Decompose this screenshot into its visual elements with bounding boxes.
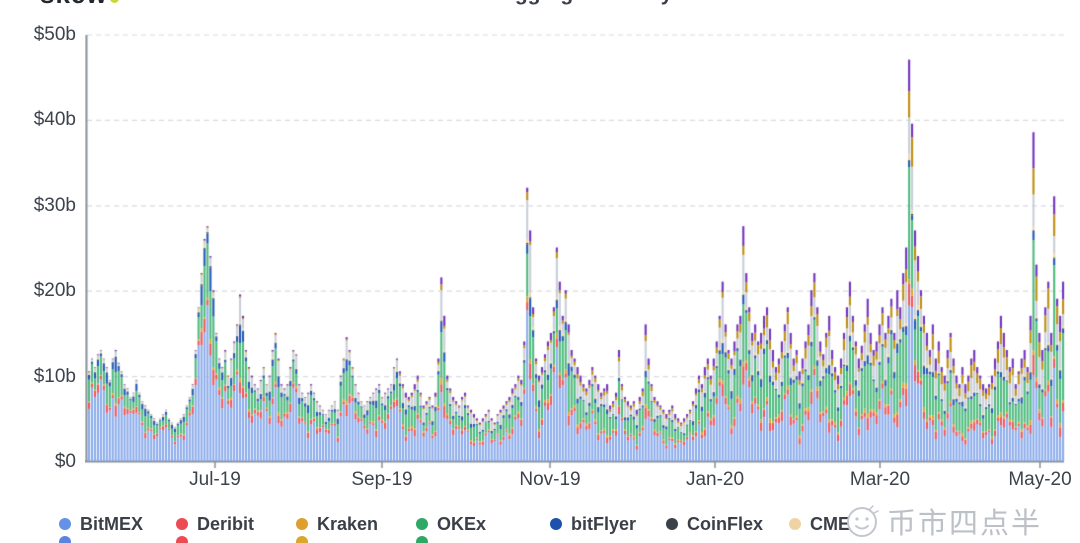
legend-item-kraken[interactable]: Kraken <box>296 512 378 536</box>
legend-label: BitMEX <box>80 513 143 534</box>
bitflyer-dot-icon <box>550 518 562 530</box>
bitmex-dot-icon <box>59 518 71 530</box>
skew-logo-text: skew <box>40 0 180 7</box>
legend-row2-dot-icon[interactable] <box>176 536 188 543</box>
legend-label: CME <box>810 513 850 534</box>
logo-dot-icon <box>109 0 119 3</box>
legend-item-coinflex[interactable]: CoinFlex <box>666 512 763 536</box>
legend-label: OKEx <box>437 513 487 534</box>
legend-row2-dot-icon[interactable] <box>416 536 428 543</box>
watermark-text: 币市四点半 <box>887 506 1043 540</box>
skew-logo: skew <box>40 0 180 7</box>
x-axis-label-mar20: Mar-20 <box>849 469 911 490</box>
legend-item-okex[interactable]: OKEx <box>416 512 486 536</box>
coinflex-dot-icon <box>666 518 678 530</box>
chart-title: BTC Futures - Aggregated Daily Volumes <box>300 0 820 6</box>
x-axis-label-jan20: Jan-20 <box>685 469 745 490</box>
x-axis-label-sep19: Sep-19 <box>351 469 413 490</box>
legend-label: Deribit <box>197 513 255 534</box>
legend-label: bitFlyer <box>571 513 637 534</box>
legend-item-deribit[interactable]: Deribit <box>176 512 254 536</box>
legend-item-bitflyer[interactable]: bitFlyer <box>550 512 636 536</box>
y-axis-label-40b: $40b <box>33 109 76 130</box>
legend-item-cme[interactable]: CME <box>789 512 850 536</box>
x-axis-label-nov19: Nov-19 <box>519 469 581 490</box>
x-axis-label-may20: May-20 <box>1008 469 1072 490</box>
okex-dot-icon <box>416 518 428 530</box>
y-axis-label-10b: $10b <box>33 366 76 387</box>
bars-canvas <box>85 25 1070 473</box>
watermark: 币市四点半 <box>843 500 1042 542</box>
y-axis-label-0: $0 <box>54 451 76 472</box>
chart-title-clipped: BTC Futures - Aggregated Daily Volumes <box>300 0 820 6</box>
legend-row2-dot-icon[interactable] <box>296 536 308 543</box>
legend-item-bitmex[interactable]: BitMEX <box>59 512 143 536</box>
y-axis-label-30b: $30b <box>33 195 76 216</box>
legend-row2-dot-icon[interactable] <box>59 536 71 543</box>
deribit-dot-icon <box>176 518 188 530</box>
legend-label: Kraken <box>317 513 379 534</box>
cme-dot-icon <box>789 518 801 530</box>
moon-face-icon <box>847 505 879 537</box>
legend-label: CoinFlex <box>687 513 764 534</box>
kraken-dot-icon <box>296 518 308 530</box>
y-axis-label-20b: $20b <box>33 280 76 301</box>
x-axis-label-jul19: Jul-19 <box>189 469 241 490</box>
y-axis-label-50b: $50b <box>33 24 76 45</box>
